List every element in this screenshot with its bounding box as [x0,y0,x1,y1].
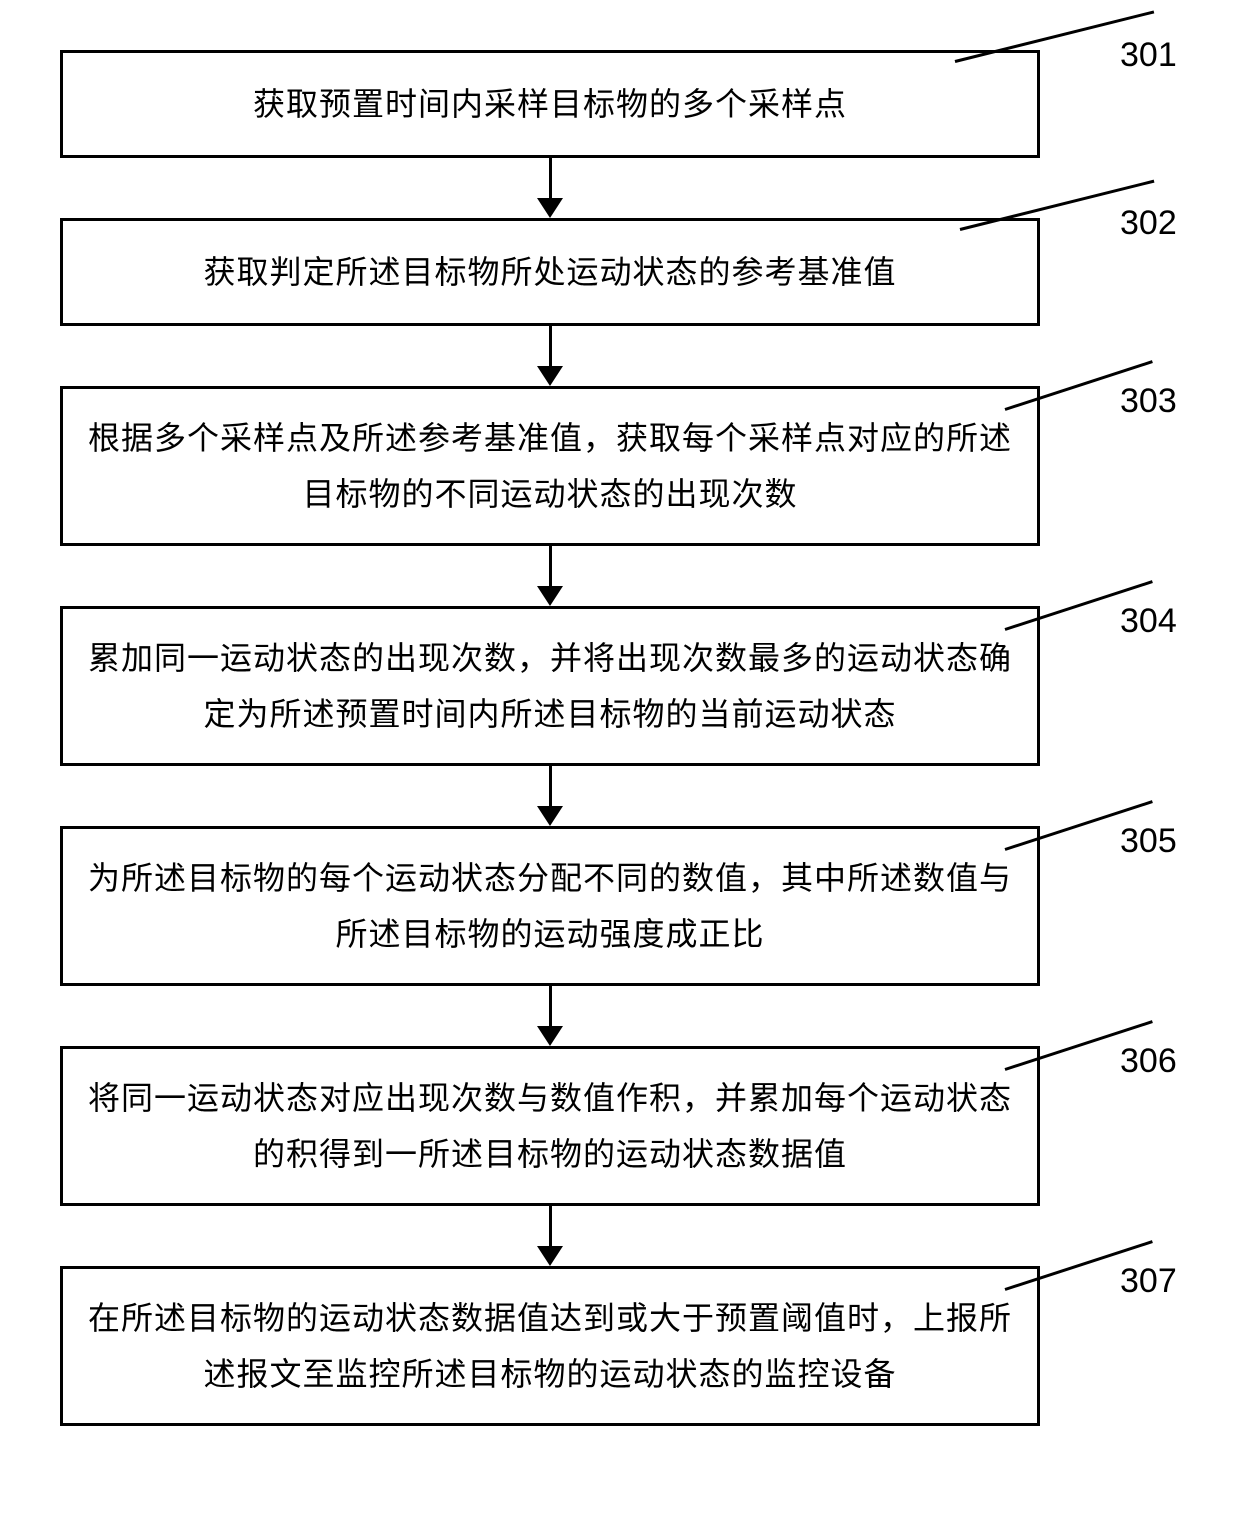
step-text: 为所述目标物的每个运动状态分配不同的数值，其中所述数值与所述目标物的运动强度成正… [87,850,1013,962]
step-302: 获取判定所述目标物所处运动状态的参考基准值302 [60,218,1180,326]
step-text: 根据多个采样点及所述参考基准值，获取每个采样点对应的所述目标物的不同运动状态的出… [87,410,1013,522]
step-box-307: 在所述目标物的运动状态数据值达到或大于预置阈值时，上报所述报文至监控所述目标物的… [60,1266,1040,1426]
arrow-head-icon [537,1246,563,1266]
step-box-306: 将同一运动状态对应出现次数与数值作积，并累加每个运动状态的积得到一所述目标物的运… [60,1046,1040,1206]
arrow-303-to-304 [60,546,1040,606]
arrow-306-to-307 [60,1206,1040,1266]
step-label-307: 307 [1120,1262,1177,1301]
step-text: 累加同一运动状态的出现次数，并将出现次数最多的运动状态确定为所述预置时间内所述目… [87,630,1013,742]
step-label-303: 303 [1120,382,1177,421]
arrow-head-icon [537,366,563,386]
step-box-301: 获取预置时间内采样目标物的多个采样点 [60,50,1040,158]
arrow-line [549,766,552,808]
arrow-304-to-305 [60,766,1040,826]
step-label-304: 304 [1120,602,1177,641]
step-label-301: 301 [1120,36,1177,75]
step-label-302: 302 [1120,204,1177,243]
step-box-304: 累加同一运动状态的出现次数，并将出现次数最多的运动状态确定为所述预置时间内所述目… [60,606,1040,766]
arrow-head-icon [537,806,563,826]
step-307: 在所述目标物的运动状态数据值达到或大于预置阈值时，上报所述报文至监控所述目标物的… [60,1266,1180,1426]
step-box-303: 根据多个采样点及所述参考基准值，获取每个采样点对应的所述目标物的不同运动状态的出… [60,386,1040,546]
arrow-301-to-302 [60,158,1040,218]
arrow-302-to-303 [60,326,1040,386]
step-306: 将同一运动状态对应出现次数与数值作积，并累加每个运动状态的积得到一所述目标物的运… [60,1046,1180,1206]
arrow-line [549,326,552,368]
step-text: 将同一运动状态对应出现次数与数值作积，并累加每个运动状态的积得到一所述目标物的运… [87,1070,1013,1182]
step-303: 根据多个采样点及所述参考基准值，获取每个采样点对应的所述目标物的不同运动状态的出… [60,386,1180,546]
step-label-306: 306 [1120,1042,1177,1081]
step-box-305: 为所述目标物的每个运动状态分配不同的数值，其中所述数值与所述目标物的运动强度成正… [60,826,1040,986]
step-text: 获取预置时间内采样目标物的多个采样点 [253,76,847,132]
flowchart-container: 获取预置时间内采样目标物的多个采样点301 获取判定所述目标物所处运动状态的参考基… [60,50,1180,1426]
arrow-line [549,158,552,200]
step-305: 为所述目标物的每个运动状态分配不同的数值，其中所述数值与所述目标物的运动强度成正… [60,826,1180,986]
arrow-line [549,546,552,588]
arrow-head-icon [537,1026,563,1046]
step-301: 获取预置时间内采样目标物的多个采样点301 [60,50,1180,158]
arrow-line [549,986,552,1028]
arrow-305-to-306 [60,986,1040,1046]
arrow-head-icon [537,198,563,218]
step-304: 累加同一运动状态的出现次数，并将出现次数最多的运动状态确定为所述预置时间内所述目… [60,606,1180,766]
arrow-line [549,1206,552,1248]
arrow-head-icon [537,586,563,606]
step-box-302: 获取判定所述目标物所处运动状态的参考基准值 [60,218,1040,326]
step-text: 在所述目标物的运动状态数据值达到或大于预置阈值时，上报所述报文至监控所述目标物的… [87,1290,1013,1402]
step-text: 获取判定所述目标物所处运动状态的参考基准值 [203,244,896,300]
step-label-305: 305 [1120,822,1177,861]
